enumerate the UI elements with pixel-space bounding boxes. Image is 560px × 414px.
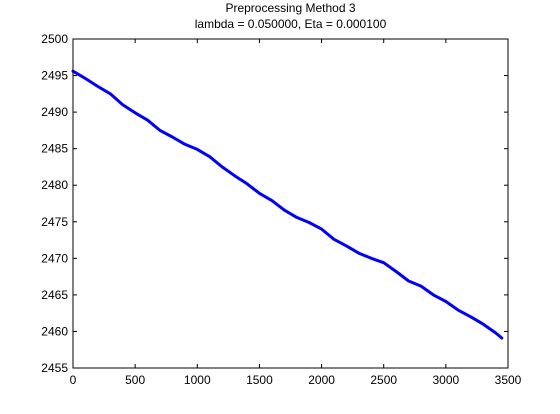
y-tick-label: 2475 (41, 215, 68, 229)
series-line-0 (71, 69, 504, 340)
plot-area (73, 39, 508, 368)
y-tick-label: 2495 (41, 69, 68, 83)
x-tick-label: 0 (70, 373, 77, 387)
x-tick-label: 3500 (495, 373, 522, 387)
x-tick-label: 2500 (370, 373, 397, 387)
y-tick-label: 2500 (41, 32, 68, 46)
x-tick-label: 3000 (433, 373, 460, 387)
y-tick-label: 2485 (41, 142, 68, 156)
y-tick-label: 2490 (41, 105, 68, 119)
y-tick-label: 2465 (41, 288, 68, 302)
y-tick-label: 2470 (41, 251, 68, 265)
chart-title-line-1: Preprocessing Method 3 (225, 1, 356, 15)
plot-frame (72, 38, 509, 369)
x-tick-label: 2000 (308, 373, 335, 387)
x-tick-label: 1500 (246, 373, 273, 387)
x-tick-label: 500 (125, 373, 145, 387)
chart-title-line-2: lambda = 0.050000, Eta = 0.000100 (194, 17, 387, 31)
x-tick-label: 1000 (184, 373, 211, 387)
y-tick-label: 2480 (41, 178, 68, 192)
y-tick-label: 2460 (41, 324, 68, 338)
y-tick-label: 2455 (41, 361, 68, 375)
